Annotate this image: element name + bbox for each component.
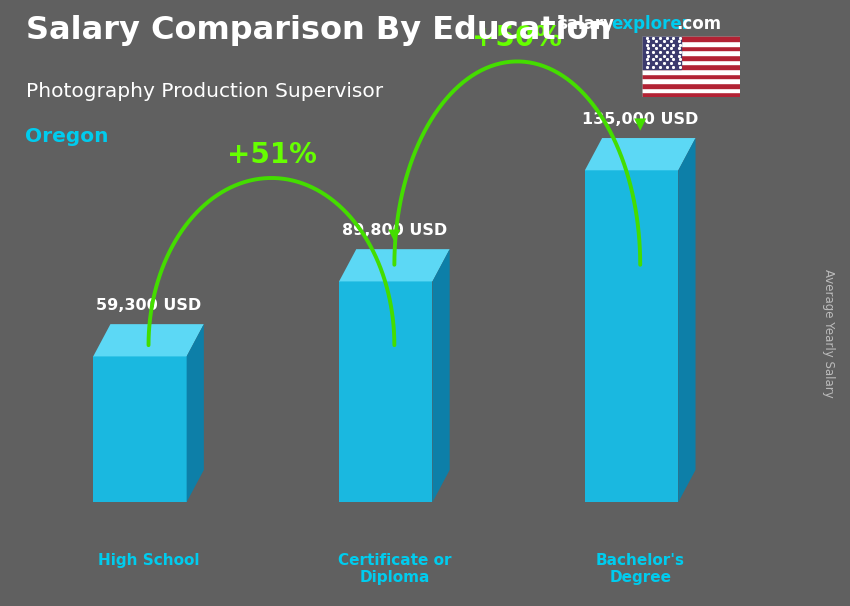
Polygon shape (678, 138, 695, 502)
Text: .com: .com (677, 15, 722, 33)
Bar (642, 55, 740, 59)
Polygon shape (187, 324, 204, 502)
Bar (642, 45, 740, 50)
Text: +51%: +51% (226, 141, 316, 169)
Polygon shape (433, 249, 450, 502)
Bar (642, 36, 681, 69)
Bar (642, 36, 740, 41)
Bar (642, 74, 740, 78)
Text: Oregon: Oregon (26, 127, 109, 146)
Text: Bachelor's
Degree: Bachelor's Degree (596, 553, 685, 585)
Polygon shape (339, 249, 450, 281)
Bar (642, 92, 740, 97)
Bar (642, 64, 740, 69)
Bar (642, 83, 740, 88)
Bar (642, 50, 740, 55)
Polygon shape (339, 281, 433, 502)
Text: 135,000 USD: 135,000 USD (582, 112, 699, 127)
Polygon shape (94, 356, 187, 502)
Text: 59,300 USD: 59,300 USD (96, 298, 201, 313)
Text: Average Yearly Salary: Average Yearly Salary (822, 269, 836, 398)
Polygon shape (585, 138, 695, 170)
Bar (642, 78, 740, 83)
Text: Salary Comparison By Education: Salary Comparison By Education (26, 15, 611, 46)
Bar (642, 88, 740, 92)
Bar (642, 69, 740, 74)
Polygon shape (94, 324, 204, 356)
Bar (642, 41, 740, 45)
Polygon shape (585, 170, 678, 502)
Text: Certificate or
Diploma: Certificate or Diploma (337, 553, 451, 585)
Text: High School: High School (98, 553, 199, 568)
Text: explorer: explorer (611, 15, 690, 33)
Text: Photography Production Supervisor: Photography Production Supervisor (26, 82, 383, 101)
Text: salary: salary (557, 15, 614, 33)
Bar (642, 59, 740, 64)
Text: +50%: +50% (473, 24, 563, 52)
Text: 89,800 USD: 89,800 USD (342, 222, 447, 238)
